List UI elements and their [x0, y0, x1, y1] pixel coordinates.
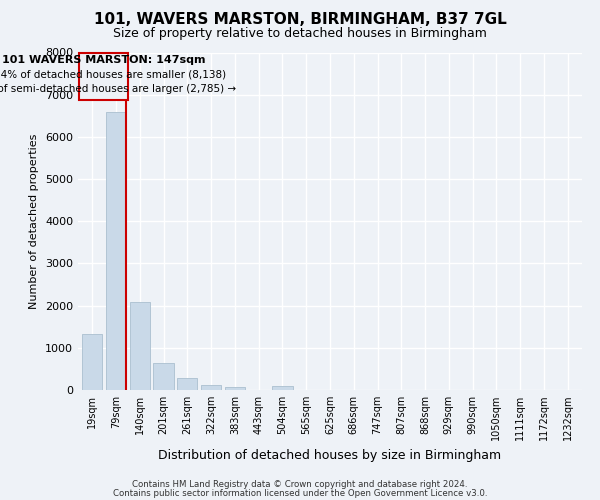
Bar	[201, 384, 221, 390]
Text: ← 74% of detached houses are smaller (8,138): ← 74% of detached houses are smaller (8,…	[0, 69, 226, 79]
Text: Contains public sector information licensed under the Open Government Licence v3: Contains public sector information licen…	[113, 489, 487, 498]
FancyBboxPatch shape	[79, 52, 128, 100]
Bar	[225, 386, 245, 390]
Text: 25% of semi-detached houses are larger (2,785) →: 25% of semi-detached houses are larger (…	[0, 84, 236, 94]
Bar	[154, 362, 173, 390]
Text: 101 WAVERS MARSTON: 147sqm: 101 WAVERS MARSTON: 147sqm	[2, 55, 205, 65]
Text: Contains HM Land Registry data © Crown copyright and database right 2024.: Contains HM Land Registry data © Crown c…	[132, 480, 468, 489]
Bar	[82, 334, 103, 390]
Text: Size of property relative to detached houses in Birmingham: Size of property relative to detached ho…	[113, 28, 487, 40]
Y-axis label: Number of detached properties: Number of detached properties	[29, 134, 40, 309]
Bar	[177, 378, 197, 390]
Text: 101, WAVERS MARSTON, BIRMINGHAM, B37 7GL: 101, WAVERS MARSTON, BIRMINGHAM, B37 7GL	[94, 12, 506, 28]
X-axis label: Distribution of detached houses by size in Birmingham: Distribution of detached houses by size …	[158, 448, 502, 462]
Bar	[130, 302, 150, 390]
Bar	[272, 386, 293, 390]
Bar	[106, 112, 126, 390]
